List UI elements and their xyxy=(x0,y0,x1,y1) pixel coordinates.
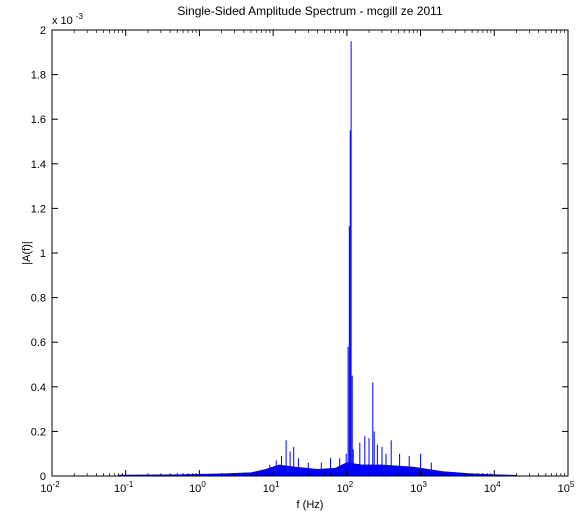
x-tick-label: 104 xyxy=(484,480,501,495)
y-axis-label: |A(f)| xyxy=(21,241,33,264)
x-tick-labels: 10-2 10-1 100 101 102 103 104 105 xyxy=(40,480,575,495)
y-tick-label: 1.6 xyxy=(31,114,46,126)
x-tick-base: 10 xyxy=(484,483,496,495)
y-tick-label: 2 xyxy=(40,25,46,37)
y-tick-label: 0.4 xyxy=(31,382,46,394)
y-tick-label: 0.6 xyxy=(31,337,46,349)
y-tick-label: 1 xyxy=(40,248,46,260)
y-tick-label: 0.8 xyxy=(31,293,46,305)
x-tick-exponent: 0 xyxy=(201,480,206,489)
x-tick-exponent: 4 xyxy=(496,480,501,489)
x-tick-exponent: 2 xyxy=(349,480,354,489)
x-tick-base: 10 xyxy=(558,483,570,495)
x-axis-label: f (Hz) xyxy=(297,499,324,511)
x-tick-label: 10-2 xyxy=(40,480,60,495)
x-tick-base: 10 xyxy=(40,483,52,495)
x-tick-exponent: -2 xyxy=(53,480,61,489)
y-tick-label: 0 xyxy=(40,471,46,483)
x-tick-base: 10 xyxy=(337,483,349,495)
x-tick-label: 105 xyxy=(558,480,575,495)
x-tick-label: 101 xyxy=(263,480,280,495)
x-tick-label: 10-1 xyxy=(114,480,134,495)
y-multiplier-exp: -3 xyxy=(76,12,84,21)
y-tick-label: 1.8 xyxy=(31,70,46,82)
x-tick-label: 103 xyxy=(410,480,427,495)
x-tick-exponent: 1 xyxy=(275,480,280,489)
x-tick-base: 10 xyxy=(189,483,201,495)
y-tick-labels: 0 0.2 0.4 0.6 0.8 1 1.2 1.4 1.6 1.8 2 xyxy=(31,25,46,483)
y-tick-label: 0.2 xyxy=(31,426,46,438)
y-multiplier-base: x 10 xyxy=(52,15,73,27)
x-tick-base: 10 xyxy=(263,483,275,495)
x-tick-exponent: 5 xyxy=(570,480,575,489)
x-tick-base: 10 xyxy=(114,483,126,495)
chart-title: Single-Sided Amplitude Spectrum - mcgill… xyxy=(177,4,443,18)
x-tick-exponent: -1 xyxy=(126,480,134,489)
y-multiplier: x 10 -3 xyxy=(52,12,84,27)
plot-area-frame xyxy=(51,29,569,477)
x-tick-label: 100 xyxy=(189,480,206,495)
y-tick-label: 1.4 xyxy=(31,159,46,171)
y-tick-label: 1.2 xyxy=(31,203,46,215)
x-tick-base: 10 xyxy=(410,483,422,495)
x-tick-label: 102 xyxy=(337,480,354,495)
x-tick-exponent: 3 xyxy=(422,480,427,489)
